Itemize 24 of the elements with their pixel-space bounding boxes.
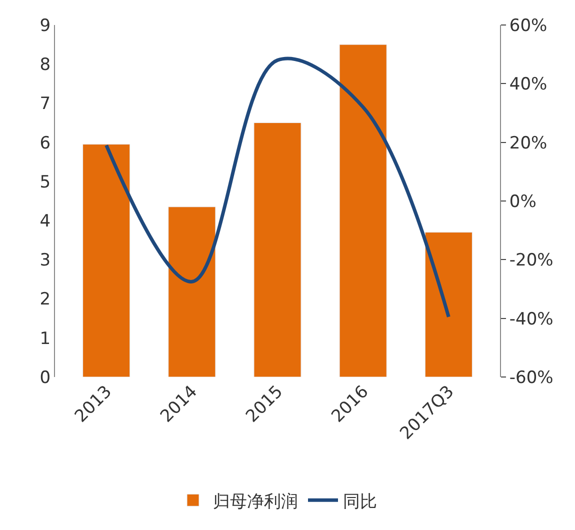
y-tick-label: 2 <box>40 290 51 310</box>
y-tick-label: 8 <box>40 55 51 76</box>
y2-tick-label: 0% <box>509 192 536 212</box>
y-tick-label: 3 <box>40 250 51 271</box>
legend-label: 同比 <box>343 492 377 512</box>
y2-tick-label: -60% <box>509 368 554 388</box>
legend-label: 归母净利润 <box>213 492 298 512</box>
y2-tick-label: -40% <box>509 309 554 330</box>
bar <box>254 122 302 377</box>
y2-tick-label: -20% <box>509 250 554 271</box>
y2-tick-label: 20% <box>509 133 548 154</box>
bar <box>424 232 472 377</box>
y-tick-label: 0 <box>40 368 51 388</box>
y-tick-label: 4 <box>40 212 51 232</box>
bar <box>82 144 130 377</box>
y-tick-label: 5 <box>40 172 51 192</box>
y-tick-label: 1 <box>40 328 51 349</box>
bar <box>168 206 216 377</box>
y-tick-label: 6 <box>40 133 51 154</box>
y-tick-label: 7 <box>40 94 51 114</box>
bar <box>339 44 387 377</box>
y2-tick-label: 60% <box>509 16 548 36</box>
y-tick-label: 9 <box>40 16 51 36</box>
y2-tick-label: 40% <box>509 74 548 95</box>
